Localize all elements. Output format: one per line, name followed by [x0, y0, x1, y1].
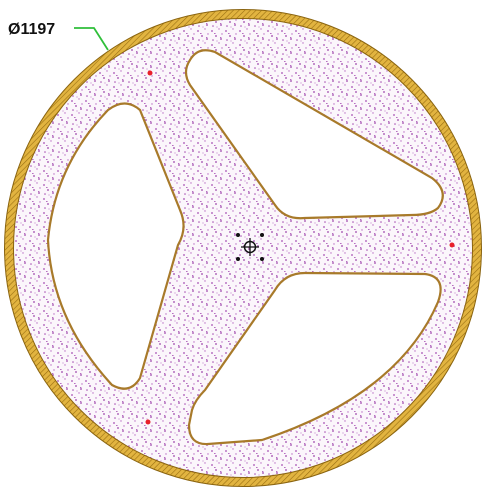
- ring-edge: [4, 9, 482, 487]
- diameter-label: Ø1197: [8, 21, 55, 38]
- red-dot: [449, 242, 455, 248]
- dot: [260, 257, 264, 261]
- center-mark: [236, 233, 264, 261]
- lobe: [187, 271, 442, 446]
- lobe: [46, 102, 185, 390]
- red-dot: [147, 70, 153, 76]
- dot: [236, 233, 240, 237]
- lobes: [46, 49, 444, 446]
- red-dot: [145, 419, 151, 425]
- dot: [260, 233, 264, 237]
- leader-line: [74, 27, 109, 51]
- dot: [236, 257, 240, 261]
- lobe: [184, 49, 444, 220]
- outer-ring: [4, 9, 482, 487]
- ring-edge: [13, 18, 473, 478]
